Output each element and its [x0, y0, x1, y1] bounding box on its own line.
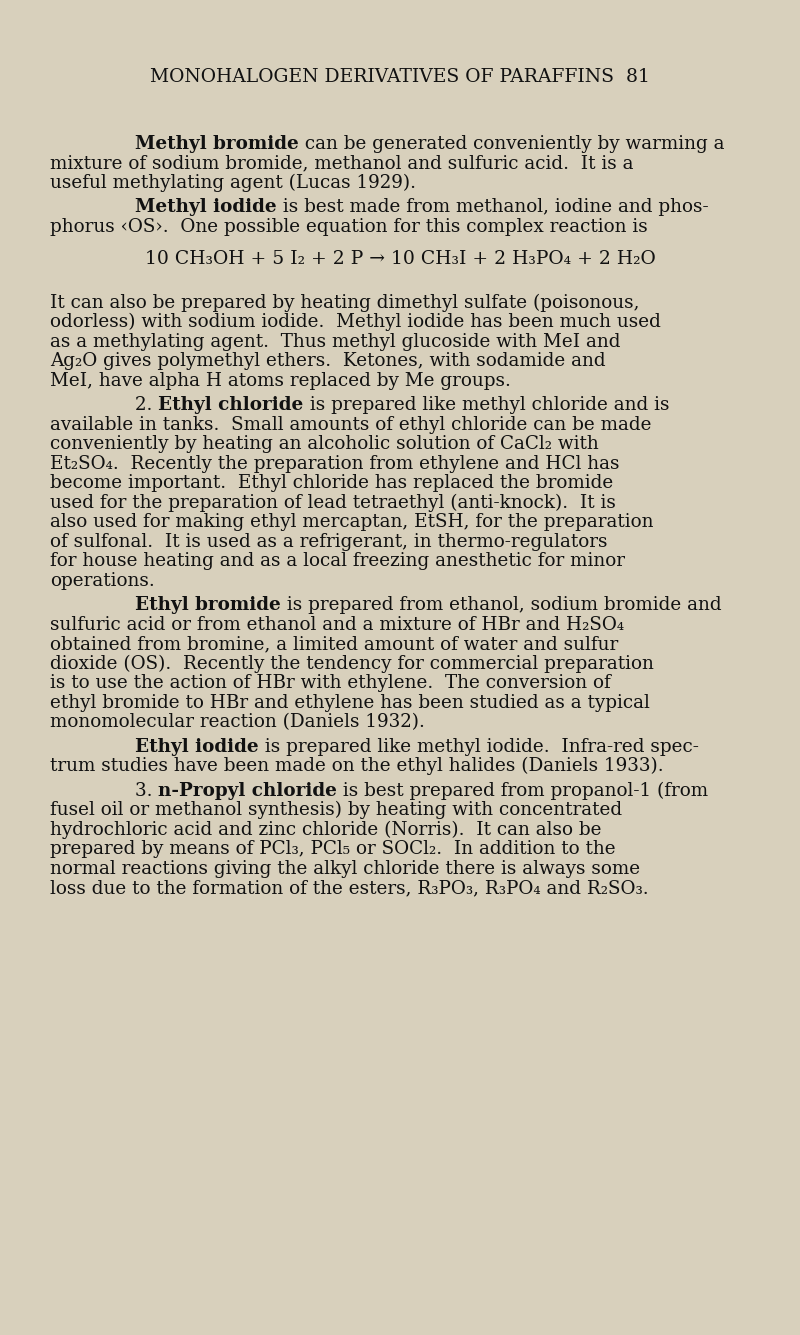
Text: Ethyl bromide: Ethyl bromide — [135, 597, 281, 614]
Text: Ethyl chloride: Ethyl chloride — [158, 396, 303, 414]
Text: 2.: 2. — [135, 396, 158, 414]
Text: monomolecular reaction (Daniels 1932).: monomolecular reaction (Daniels 1932). — [50, 713, 425, 732]
Text: n-Propyl chloride: n-Propyl chloride — [158, 781, 338, 800]
Text: ethyl bromide to HBr and ethylene has been studied as a typical: ethyl bromide to HBr and ethylene has be… — [50, 694, 650, 712]
Text: phorus ‹OS›.  One possible equation for this complex reaction is: phorus ‹OS›. One possible equation for t… — [50, 218, 648, 236]
Text: also used for making ethyl mercaptan, EtSH, for the preparation: also used for making ethyl mercaptan, Et… — [50, 513, 654, 531]
Text: is prepared like methyl iodide.  Infra-red spec-: is prepared like methyl iodide. Infra-re… — [258, 738, 698, 756]
Text: is prepared from ethanol, sodium bromide and: is prepared from ethanol, sodium bromide… — [281, 597, 722, 614]
Text: trum studies have been made on the ethyl halides (Daniels 1933).: trum studies have been made on the ethyl… — [50, 757, 664, 776]
Text: operations.: operations. — [50, 571, 154, 590]
Text: MeI, have alpha H atoms replaced by Me groups.: MeI, have alpha H atoms replaced by Me g… — [50, 371, 511, 390]
Text: hydrochloric acid and zinc chloride (Norris).  It can also be: hydrochloric acid and zinc chloride (Nor… — [50, 821, 602, 838]
Text: is prepared like methyl chloride and is: is prepared like methyl chloride and is — [303, 396, 669, 414]
Text: sulfuric acid or from ethanol and a mixture of HBr and H₂SO₄: sulfuric acid or from ethanol and a mixt… — [50, 615, 624, 634]
Text: is best prepared from propanol-1 (from: is best prepared from propanol-1 (from — [338, 781, 708, 800]
Text: loss due to the formation of the esters, R₃PO₃, R₃PO₄ and R₂SO₃.: loss due to the formation of the esters,… — [50, 880, 649, 897]
Text: of sulfonal.  It is used as a refrigerant, in thermo-regulators: of sulfonal. It is used as a refrigerant… — [50, 533, 607, 550]
Text: Ethyl iodide: Ethyl iodide — [135, 738, 258, 756]
Text: normal reactions giving the alkyl chloride there is always some: normal reactions giving the alkyl chlori… — [50, 860, 640, 877]
Text: Et₂SO₄.  Recently the preparation from ethylene and HCl has: Et₂SO₄. Recently the preparation from et… — [50, 455, 619, 473]
Text: used for the preparation of lead tetraethyl (anti-knock).  It is: used for the preparation of lead tetraet… — [50, 494, 616, 511]
Text: obtained from bromine, a limited amount of water and sulfur: obtained from bromine, a limited amount … — [50, 635, 618, 653]
Text: prepared by means of PCl₃, PCl₅ or SOCl₂.  In addition to the: prepared by means of PCl₃, PCl₅ or SOCl₂… — [50, 840, 616, 858]
Text: odorless) with sodium iodide.  Methyl iodide has been much used: odorless) with sodium iodide. Methyl iod… — [50, 314, 661, 331]
Text: can be generated conveniently by warming a: can be generated conveniently by warming… — [298, 135, 724, 154]
Text: Ag₂O gives polymethyl ethers.  Ketones, with sodamide and: Ag₂O gives polymethyl ethers. Ketones, w… — [50, 352, 606, 370]
Text: for house heating and as a local freezing anesthetic for minor: for house heating and as a local freezin… — [50, 553, 625, 570]
Text: conveniently by heating an alcoholic solution of CaCl₂ with: conveniently by heating an alcoholic sol… — [50, 435, 598, 453]
Text: is to use the action of HBr with ethylene.  The conversion of: is to use the action of HBr with ethylen… — [50, 674, 610, 692]
Text: Methyl bromide: Methyl bromide — [135, 135, 298, 154]
Text: Methyl iodide: Methyl iodide — [135, 199, 277, 216]
Text: fusel oil or methanol synthesis) by heating with concentrated: fusel oil or methanol synthesis) by heat… — [50, 801, 622, 820]
Text: as a methylating agent.  Thus methyl glucoside with MeI and: as a methylating agent. Thus methyl gluc… — [50, 332, 621, 351]
Text: useful methylating agent (Lucas 1929).: useful methylating agent (Lucas 1929). — [50, 174, 416, 192]
Text: MONOHALOGEN DERIVATIVES OF PARAFFINS  81: MONOHALOGEN DERIVATIVES OF PARAFFINS 81 — [150, 68, 650, 85]
Text: available in tanks.  Small amounts of ethyl chloride can be made: available in tanks. Small amounts of eth… — [50, 415, 651, 434]
Text: become important.  Ethyl chloride has replaced the bromide: become important. Ethyl chloride has rep… — [50, 474, 614, 493]
Text: It can also be prepared by heating dimethyl sulfate (poisonous,: It can also be prepared by heating dimet… — [50, 294, 639, 312]
Text: 3.: 3. — [135, 781, 158, 800]
Text: is best made from methanol, iodine and phos-: is best made from methanol, iodine and p… — [277, 199, 708, 216]
Text: dioxide (OS).  Recently the tendency for commercial preparation: dioxide (OS). Recently the tendency for … — [50, 654, 654, 673]
Text: mixture of sodium bromide, methanol and sulfuric acid.  It is a: mixture of sodium bromide, methanol and … — [50, 155, 634, 172]
Text: 10 CH₃OH + 5 I₂ + 2 P → 10 CH₃I + 2 H₃PO₄ + 2 H₂O: 10 CH₃OH + 5 I₂ + 2 P → 10 CH₃I + 2 H₃PO… — [145, 251, 655, 268]
